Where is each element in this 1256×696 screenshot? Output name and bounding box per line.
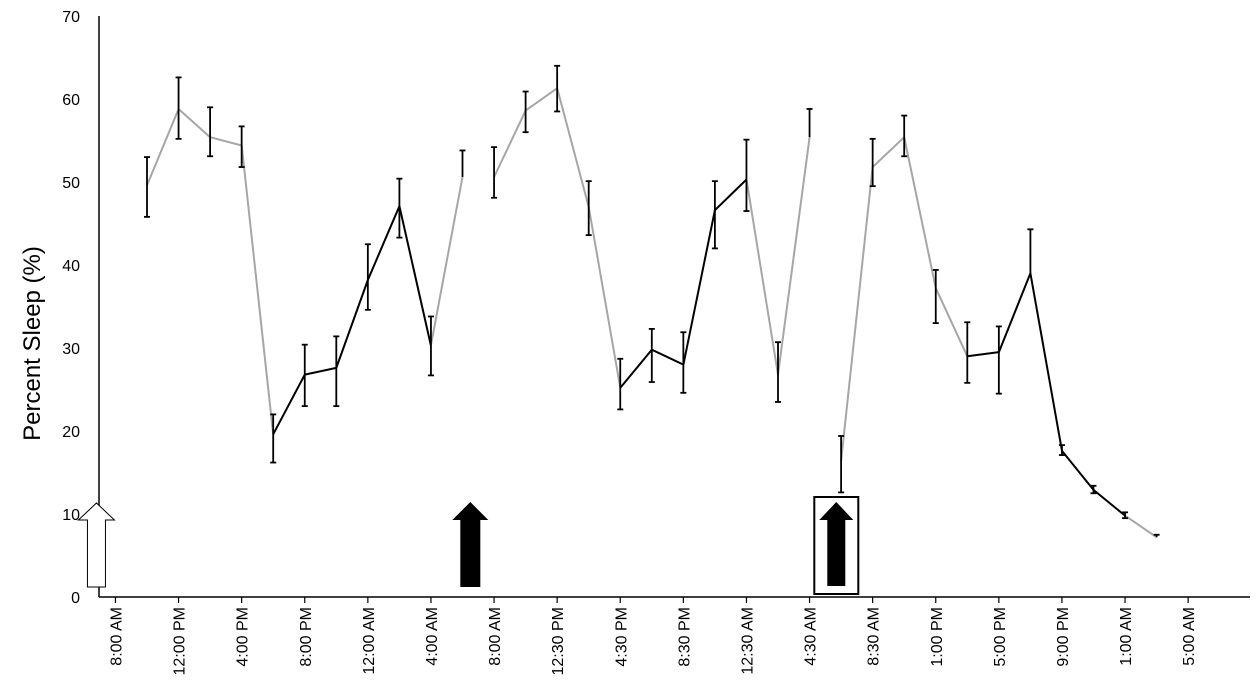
x-tick-label: 12:00 PM [172, 607, 189, 675]
open-arrow-icon [77, 502, 116, 588]
light-phase-line [146, 108, 242, 186]
chart-axes [98, 16, 1250, 598]
y-tick-label: 70 [62, 9, 80, 26]
dark-phase-line [272, 205, 432, 435]
arrow-highlight-box [813, 496, 860, 595]
x-tick-label: 12:30 AM [739, 607, 756, 675]
y-tick-labels: 0 10 20 30 40 50 60 70 [62, 9, 80, 607]
x-tick-label: 8:00 PM [298, 607, 315, 667]
y-tick-label: 10 [62, 507, 80, 524]
x-tick-label: 8:30 PM [676, 607, 693, 667]
x-tick-label: 5:00 AM [1181, 607, 1198, 666]
x-tick-label: 4:30 PM [613, 607, 630, 667]
y-tick-label: 30 [62, 341, 80, 358]
dark-phase-line [967, 272, 1063, 452]
y-tick-label: 0 [71, 590, 80, 607]
x-tick-label: 1:00 AM [1118, 607, 1135, 666]
x-tick-label: 8:00 AM [108, 607, 125, 666]
error-bars [144, 64, 1160, 538]
sleep-series [146, 87, 1158, 539]
y-axis-label: Percent Sleep (%) [19, 246, 46, 441]
light-phase-line [493, 87, 622, 388]
x-tick-label: 1:00 PM [929, 607, 946, 667]
x-tick-label: 8:00 AM [487, 607, 504, 666]
y-tick-label: 20 [62, 424, 80, 441]
y-tick-label: 40 [62, 258, 80, 275]
y-tick-label: 60 [62, 92, 80, 109]
filled-arrow-icon [452, 502, 489, 587]
light-phase-line [745, 137, 811, 376]
x-tick-label: 12:30 PM [550, 607, 567, 675]
x-tick-label: 9:00 PM [1055, 607, 1072, 667]
light-phase-line [240, 145, 275, 435]
light-phase-line [1124, 514, 1158, 539]
dark-phase-line [1061, 450, 1126, 517]
arrow-annotations [77, 496, 860, 595]
light-phase-line [429, 176, 464, 346]
x-tick-label: 4:00 PM [235, 607, 252, 667]
x-tick-label: 8:30 AM [866, 607, 883, 666]
x-tick-label: 4:00 AM [424, 607, 441, 666]
x-tick-labels: 8:00 AM 12:00 PM 4:00 PM 8:00 PM 12:00 AM 4:0… [108, 597, 1198, 675]
filled-arrow-icon [819, 502, 854, 586]
x-tick-label: 5:00 PM [992, 607, 1009, 667]
x-tick-label: 12:00 AM [361, 607, 378, 675]
light-phase-line [840, 136, 969, 462]
y-tick-label: 50 [62, 175, 80, 192]
x-tick-label: 4:30 AM [803, 607, 820, 666]
